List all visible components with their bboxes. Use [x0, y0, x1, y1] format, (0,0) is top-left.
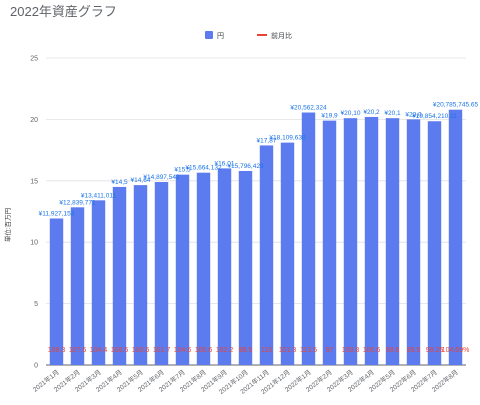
bar — [343, 118, 358, 365]
bar — [175, 174, 190, 365]
bar — [259, 145, 274, 365]
bar — [406, 119, 421, 366]
bar-value-label: ¥20,562,324 — [290, 105, 327, 112]
bar-value-label: ¥20,785,745.65 — [433, 102, 479, 109]
legend-swatch-bar — [205, 31, 213, 39]
bar — [448, 109, 463, 366]
ratio-label: 104.6 — [174, 347, 192, 354]
bar — [70, 207, 85, 365]
ratio-label: 113.5 — [300, 347, 317, 354]
bar — [91, 200, 106, 365]
ratio-label: 99.5 — [407, 347, 421, 354]
ratio-label: 98.5 — [239, 347, 253, 354]
y-tick-label: 0 — [34, 363, 38, 370]
ratio-label: 102.2 — [216, 347, 234, 354]
y-tick-label: 20 — [30, 117, 38, 124]
y-tick-label: 10 — [30, 240, 38, 247]
x-ticks: 2021年1月2021年2月2021年3月2021年4月2021年5月2021年… — [31, 367, 460, 395]
bar — [154, 182, 169, 365]
y-ticks: 0 5 10 15 20 25 — [30, 56, 38, 370]
bar — [49, 218, 64, 365]
ratio-label: 100.6 — [363, 347, 381, 354]
bar-value-label: ¥15,796,429 — [227, 163, 264, 170]
gridlines — [46, 57, 466, 366]
ratio-label: 100.8 — [342, 347, 360, 354]
bar — [112, 186, 127, 365]
ratio-labels: 108.3 107.6 104.4 108.5 100.6 101.7 104.6 100.6… — [48, 347, 470, 354]
ratio-label: 104.69% — [442, 347, 470, 354]
bar — [301, 112, 316, 366]
bar — [427, 121, 442, 365]
ratio-label: 108.3 — [48, 347, 66, 354]
ratio-label: 107.6 — [69, 347, 87, 354]
bar — [217, 168, 232, 365]
ratio-label: 97 — [326, 347, 334, 354]
ratio-label: 101.7 — [153, 347, 171, 354]
y-axis-label: 単位:百万円 — [3, 208, 12, 242]
bars — [49, 109, 463, 366]
ratio-label: 99.25 — [426, 347, 444, 354]
ratio-label: 101.3 — [279, 347, 297, 354]
bar-value-label: ¥11,927,153 — [39, 210, 75, 217]
bar-value-label: ¥19,854,210.11 — [412, 113, 457, 120]
y-tick-label: 25 — [30, 56, 38, 63]
ratio-label: 99.6 — [386, 347, 400, 354]
bar-value-label: ¥16,01 — [215, 160, 235, 167]
bar-value-label: ¥12,839,771 — [59, 199, 96, 206]
bar-value-label: ¥20,10 — [341, 110, 361, 117]
bar-value-label: ¥20,0 — [405, 111, 422, 118]
y-tick-label: 15 — [30, 178, 38, 185]
legend: 円 前月比 — [205, 31, 292, 40]
ratio-label: 113 — [261, 347, 272, 354]
bar-value-label: ¥14,5 — [111, 179, 128, 186]
y-tick-label: 5 — [34, 301, 38, 308]
chart-title: 2022年資産グラフ — [10, 4, 117, 19]
bar-value-label: ¥18,109,630 — [269, 135, 306, 142]
bar-value-label: ¥15,664,132 — [185, 165, 222, 172]
ratio-label: 108.5 — [111, 347, 129, 354]
bar — [196, 172, 211, 365]
bar-value-label: ¥20,2 — [363, 109, 380, 116]
legend-swatch-line — [257, 34, 267, 36]
bar-value-label: ¥14,64 — [131, 177, 151, 184]
bar — [133, 185, 148, 365]
bar-value-label: ¥13,411,011 — [81, 192, 117, 199]
bar-value-label: ¥19,9 — [321, 113, 338, 120]
legend-label-bar: 円 — [217, 32, 224, 40]
bar-value-label: ¥20,1 — [384, 110, 401, 117]
bar-value-label: ¥14,897,542 — [143, 174, 180, 181]
bar-value-label: ¥17,87 — [257, 137, 277, 144]
ratio-label: 104.4 — [90, 347, 108, 354]
bar — [322, 120, 337, 366]
bar-value-labels: ¥11,927,153¥12,839,771¥13,411,011¥14,5 ¥1… — [39, 102, 479, 218]
bar — [385, 118, 400, 365]
ratio-label: 100.6 — [132, 347, 150, 354]
ratio-label: 100.6 — [195, 347, 213, 354]
bar — [238, 170, 253, 365]
bar-value-label: ¥15,5 — [174, 167, 191, 174]
bar — [280, 142, 295, 365]
bar — [364, 116, 379, 365]
legend-label-line: 前月比 — [271, 31, 292, 40]
